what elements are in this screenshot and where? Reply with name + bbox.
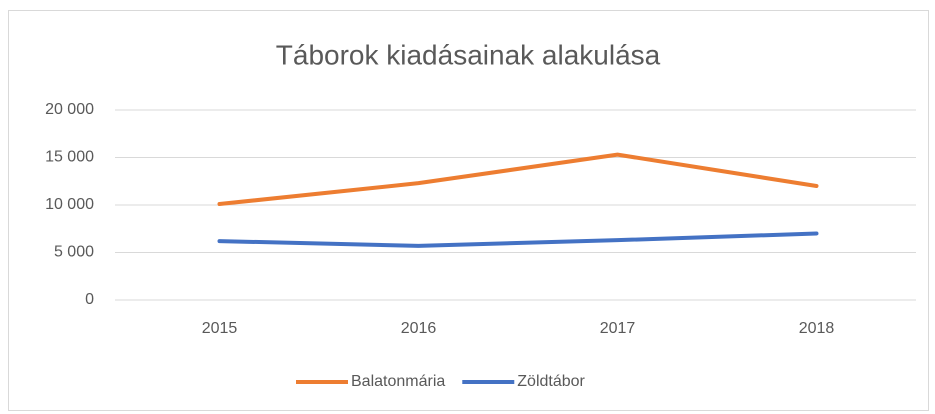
chart-frame (8, 10, 929, 411)
y-tick-label: 10 000 (45, 196, 94, 213)
x-tick-label: 2016 (401, 320, 437, 337)
x-tick-label: 2015 (202, 320, 238, 337)
x-tick-label: 2017 (600, 320, 636, 337)
chart-title: Táborok kiadásainak alakulása (276, 39, 661, 70)
y-tick-label: 15 000 (45, 149, 94, 166)
legend-label: Balatonmária (351, 373, 445, 390)
series-line (217, 231, 819, 248)
x-tick-label: 2018 (799, 320, 835, 337)
legend-label: Zöldtábor (517, 373, 585, 390)
y-tick-label: 20 000 (45, 101, 94, 118)
series-line (217, 152, 819, 207)
y-tick-label: 5 000 (54, 244, 94, 261)
y-tick-label: 0 (85, 291, 94, 308)
